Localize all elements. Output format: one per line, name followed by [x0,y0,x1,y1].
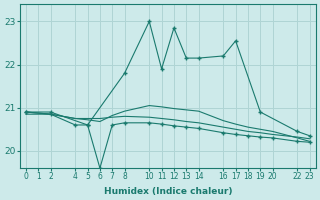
X-axis label: Humidex (Indice chaleur): Humidex (Indice chaleur) [104,187,232,196]
